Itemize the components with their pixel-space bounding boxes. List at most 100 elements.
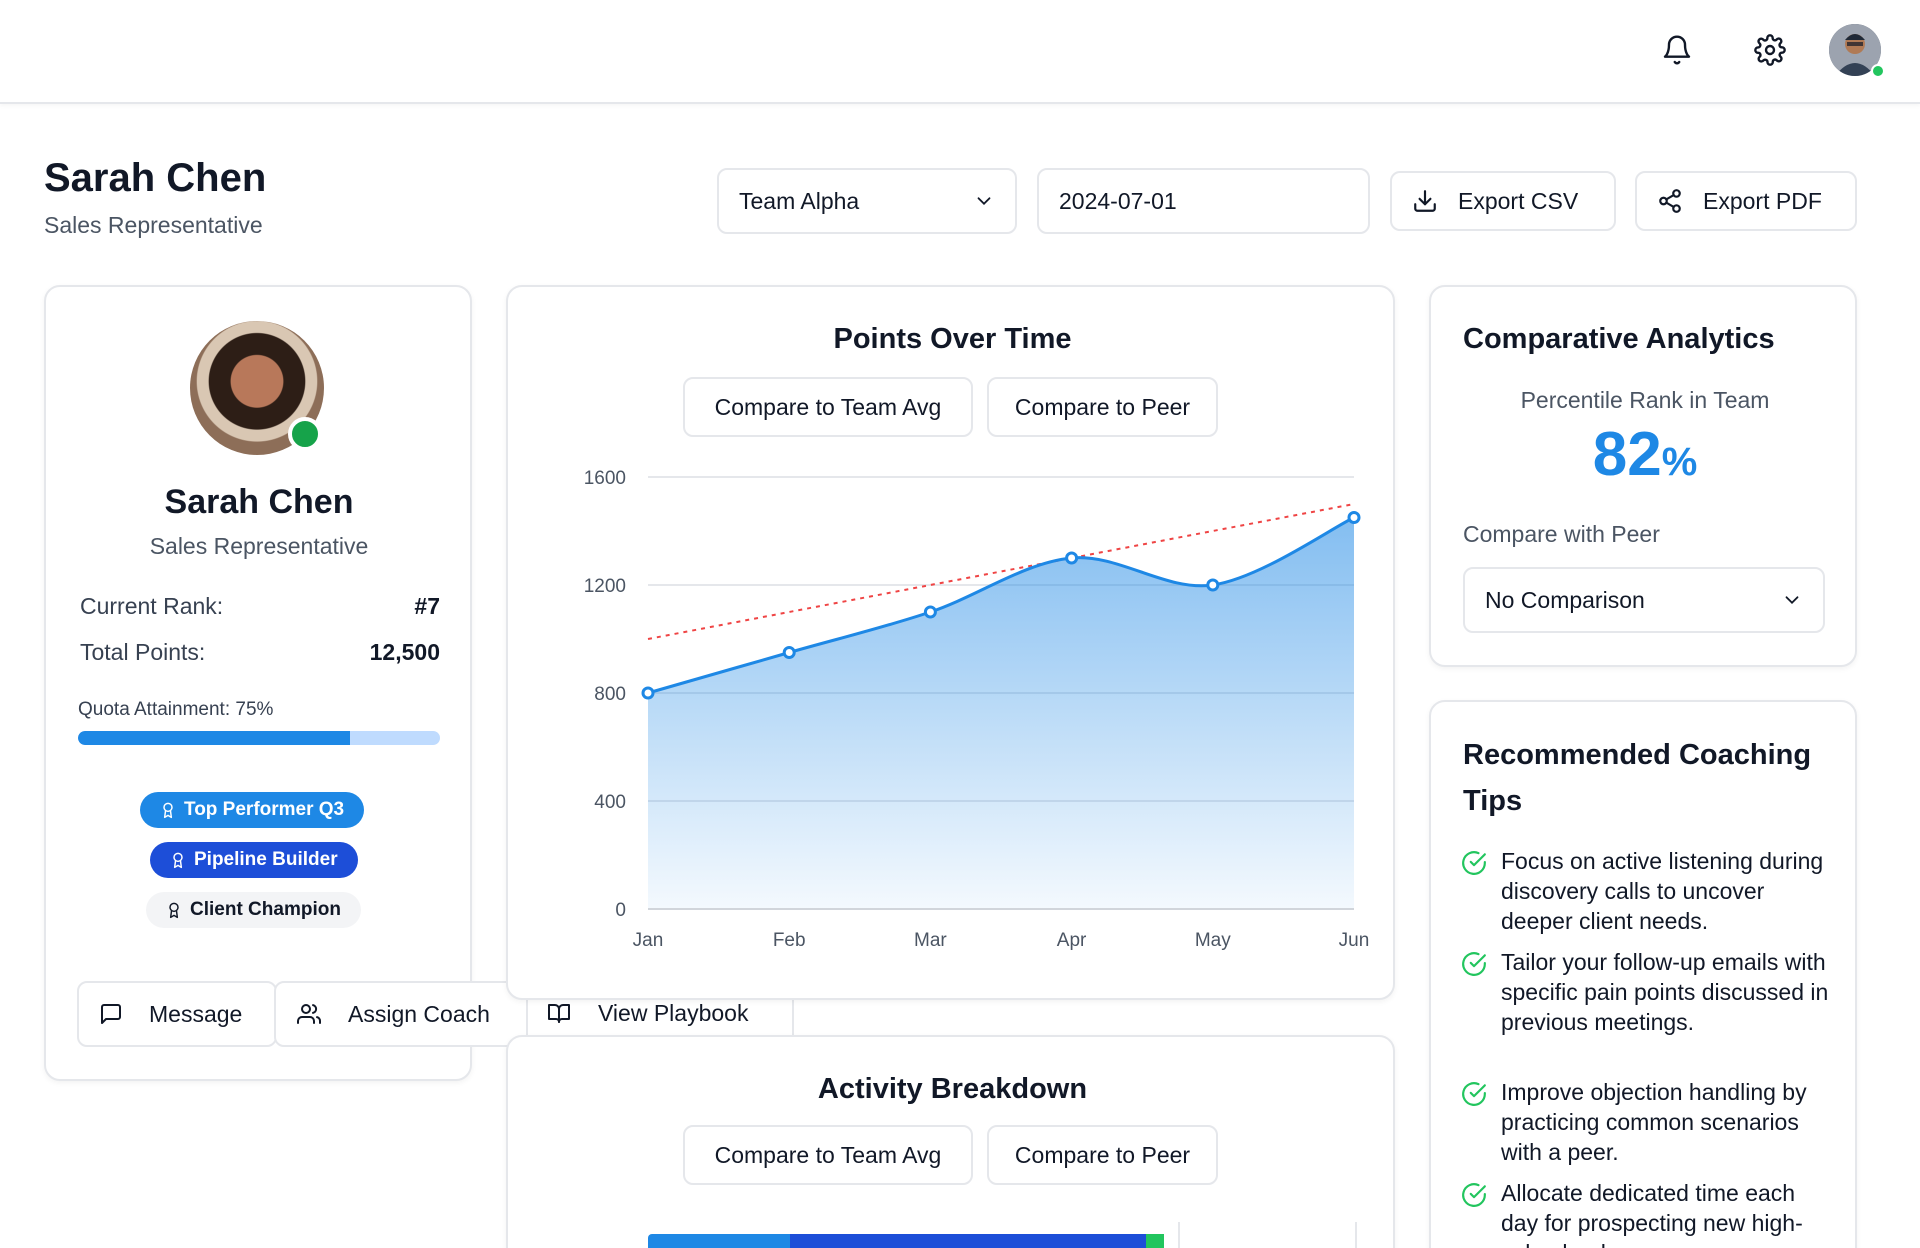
- coaching-tip-text: Tailor your follow-up emails with specif…: [1501, 949, 1829, 1035]
- badge-label: Client Champion: [190, 899, 341, 920]
- series-line: [647, 516, 1355, 695]
- coaching-tip: Allocate dedicated time each day for pro…: [1461, 1178, 1831, 1248]
- message-label: Message: [149, 1000, 243, 1027]
- date-input-value: 2024-07-01: [1059, 187, 1177, 214]
- x-tick-label: Mar: [914, 930, 947, 951]
- coaching-tip-text: Focus on active listening during discove…: [1501, 848, 1824, 934]
- chevron-down-icon: [1785, 596, 1799, 605]
- check-circle-icon: [1462, 1183, 1486, 1207]
- message-button[interactable]: Message: [77, 981, 277, 1047]
- rank-row: Current Rank: #7: [80, 593, 440, 620]
- data-point: [923, 605, 937, 619]
- view-playbook-label: View Playbook: [598, 999, 749, 1026]
- points-chart: 0 400 800 1200 1600 Jan Feb Mar Apr May Jun: [584, 468, 1370, 951]
- export-pdf-label: Export PDF: [1703, 187, 1822, 214]
- chat-icon: [101, 1004, 121, 1024]
- assign-coach-button[interactable]: Assign Coach: [274, 981, 528, 1047]
- rank-value: #7: [414, 593, 440, 619]
- activity-compare-peer-button[interactable]: Compare to Peer: [987, 1125, 1218, 1185]
- compare-team-avg-label: Compare to Team Avg: [714, 1141, 942, 1168]
- points-label: Total Points:: [80, 639, 206, 665]
- share-icon: [1659, 189, 1681, 213]
- percentile-value-wrap: 82%: [1431, 419, 1859, 490]
- profile-name: Sarah Chen: [164, 483, 354, 521]
- download-icon: [1414, 190, 1436, 212]
- coaching-title: Recommended Coaching Tips: [1463, 732, 1811, 824]
- compare-peer-button[interactable]: Compare to Peer: [987, 377, 1218, 437]
- x-tick-label: Jan: [633, 930, 664, 951]
- activity-gridline: [1355, 1222, 1357, 1248]
- coaching-card: Recommended Coaching Tips Focus on activ…: [1429, 700, 1857, 1248]
- area-fill: [648, 517, 1354, 909]
- badge-label: Top Performer Q3: [184, 799, 345, 820]
- points-chart-title: Points Over Time: [833, 323, 1072, 355]
- data-point: [641, 686, 655, 700]
- export-csv-label: Export CSV: [1458, 187, 1579, 214]
- y-tick-label: 400: [594, 792, 626, 813]
- activity-title: Activity Breakdown: [817, 1073, 1088, 1105]
- x-tick-label: May: [1195, 930, 1231, 951]
- data-point: [1065, 551, 1079, 565]
- y-tick-label: 1600: [584, 468, 626, 489]
- award-icon: [169, 902, 179, 919]
- gear-icon: [1754, 34, 1786, 66]
- comparative-card: Comparative Analytics Percentile Rank in…: [1429, 285, 1857, 667]
- compare-team-avg-label: Compare to Team Avg: [714, 393, 942, 420]
- compare-team-avg-button[interactable]: Compare to Team Avg: [683, 377, 973, 437]
- activity-card: Activity Breakdown Compare to Team Avg C…: [506, 1035, 1395, 1248]
- data-point: [1347, 511, 1361, 524]
- trend-line: [647, 503, 1355, 640]
- top-bar: [0, 0, 1920, 104]
- date-input[interactable]: 2024-07-01: [1037, 168, 1370, 234]
- data-point: [782, 646, 796, 659]
- points-row: Total Points: 12,500: [80, 639, 440, 666]
- notifications-button[interactable]: [1657, 30, 1697, 70]
- percentile-value: 82: [1592, 420, 1662, 489]
- badge-label: Pipeline Builder: [194, 849, 338, 870]
- check-circle-icon: [1462, 851, 1486, 875]
- activity-bar-segment: [1146, 1234, 1164, 1248]
- comparative-title: Comparative Analytics: [1463, 323, 1775, 355]
- assign-coach-label: Assign Coach: [348, 1000, 490, 1027]
- users-icon: [297, 1004, 322, 1024]
- online-status-dot: [288, 417, 322, 451]
- book-icon: [548, 1004, 570, 1023]
- quota-progress-fill: [78, 731, 350, 745]
- y-tick-label: 0: [615, 900, 626, 921]
- compare-peer-label: Compare to Peer: [1014, 1141, 1191, 1168]
- page-title: Sarah Chen: [44, 156, 267, 200]
- coaching-title-line: Tips: [1463, 785, 1523, 817]
- peer-select-value: No Comparison: [1485, 586, 1645, 613]
- activity-gridline: [1178, 1222, 1180, 1248]
- badge-top-performer: Top Performer Q3: [140, 792, 365, 828]
- avatar: [1829, 24, 1881, 76]
- x-tick-label: Apr: [1057, 930, 1087, 951]
- peer-select[interactable]: No Comparison: [1463, 567, 1825, 633]
- user-avatar-button[interactable]: [1829, 24, 1885, 78]
- activity-compare-team-avg-button[interactable]: Compare to Team Avg: [683, 1125, 973, 1185]
- coaching-tip-text: Allocate dedicated time each day for pro…: [1501, 1180, 1803, 1248]
- percentile-label: Percentile Rank in Team: [1520, 387, 1770, 413]
- coaching-tip: Improve objection handling by practicing…: [1461, 1077, 1831, 1167]
- profile-role: Sales Representative: [149, 533, 369, 559]
- team-select[interactable]: Team Alpha: [717, 168, 1017, 234]
- coaching-tip: Focus on active listening during discove…: [1461, 846, 1831, 936]
- award-icon: [163, 802, 173, 819]
- settings-button[interactable]: [1750, 30, 1790, 70]
- profile-card: Sarah Chen Sales Representative Current …: [44, 285, 472, 1081]
- points-chart-card: Points Over Time Compare to Team Avg Com…: [506, 285, 1395, 1000]
- bell-icon: [1663, 35, 1691, 65]
- rank-label: Current Rank:: [80, 593, 224, 619]
- activity-bar-segment: [790, 1234, 1146, 1248]
- compare-peer-label: Compare to Peer: [1014, 393, 1191, 420]
- check-circle-icon: [1462, 952, 1486, 976]
- export-pdf-button[interactable]: Export PDF: [1635, 171, 1857, 231]
- export-csv-button[interactable]: Export CSV: [1390, 171, 1616, 231]
- online-status-dot: [1871, 64, 1885, 78]
- peer-label: Compare with Peer: [1463, 521, 1660, 547]
- page-subtitle: Sales Representative: [44, 212, 263, 238]
- points-value: 12,500: [369, 639, 440, 665]
- badge-client-champion: Client Champion: [146, 892, 361, 928]
- y-tick-label: 1200: [584, 576, 626, 597]
- x-tick-label: Feb: [773, 930, 806, 951]
